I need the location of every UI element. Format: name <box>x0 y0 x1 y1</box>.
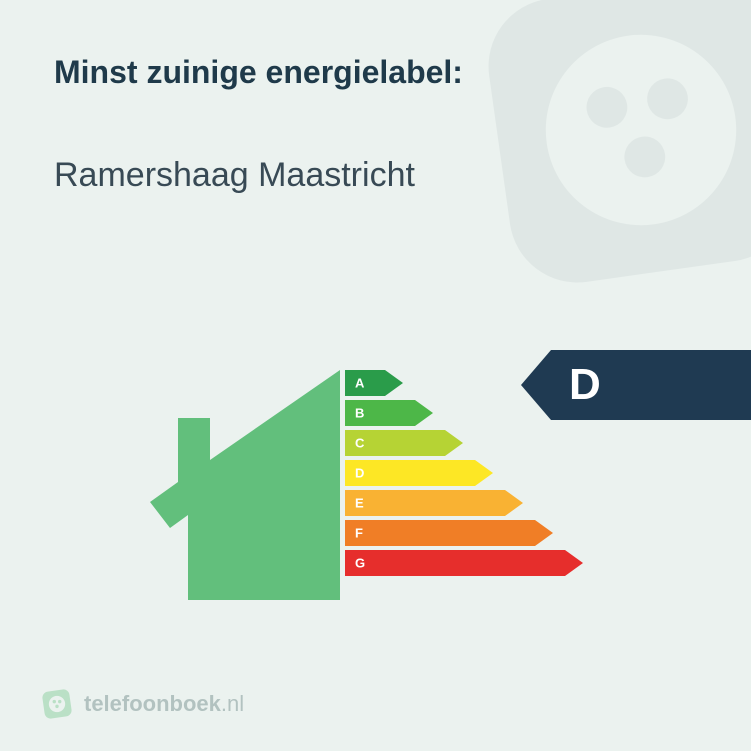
watermark-icon <box>449 0 751 322</box>
footer-text: telefoonboek.nl <box>84 691 244 717</box>
energy-bar-g: G <box>345 550 583 576</box>
energy-bar-c: C <box>345 430 583 456</box>
bar-label: C <box>355 436 364 451</box>
bar-label: E <box>355 496 364 511</box>
energy-bar-e: E <box>345 490 583 516</box>
page-subtitle: Ramershaag Maastricht <box>54 156 415 195</box>
energy-bar-d: D <box>345 460 583 486</box>
bar-label: D <box>355 466 364 481</box>
page-title: Minst zuinige energielabel: <box>54 54 463 91</box>
house-icon <box>150 370 340 600</box>
bar-label: B <box>355 406 364 421</box>
bar-label: A <box>355 376 364 391</box>
bar-label: G <box>355 556 365 571</box>
badge-letter: D <box>551 350 751 420</box>
footer-logo-icon <box>40 687 74 721</box>
energy-bar-f: F <box>345 520 583 546</box>
footer-brand-tld: .nl <box>221 691 244 716</box>
bar-label: F <box>355 526 363 541</box>
badge-arrow-icon <box>521 350 551 420</box>
footer-brand-name: telefoonboek <box>84 691 221 716</box>
footer-brand: telefoonboek.nl <box>40 687 244 721</box>
rating-badge: D <box>521 350 751 420</box>
